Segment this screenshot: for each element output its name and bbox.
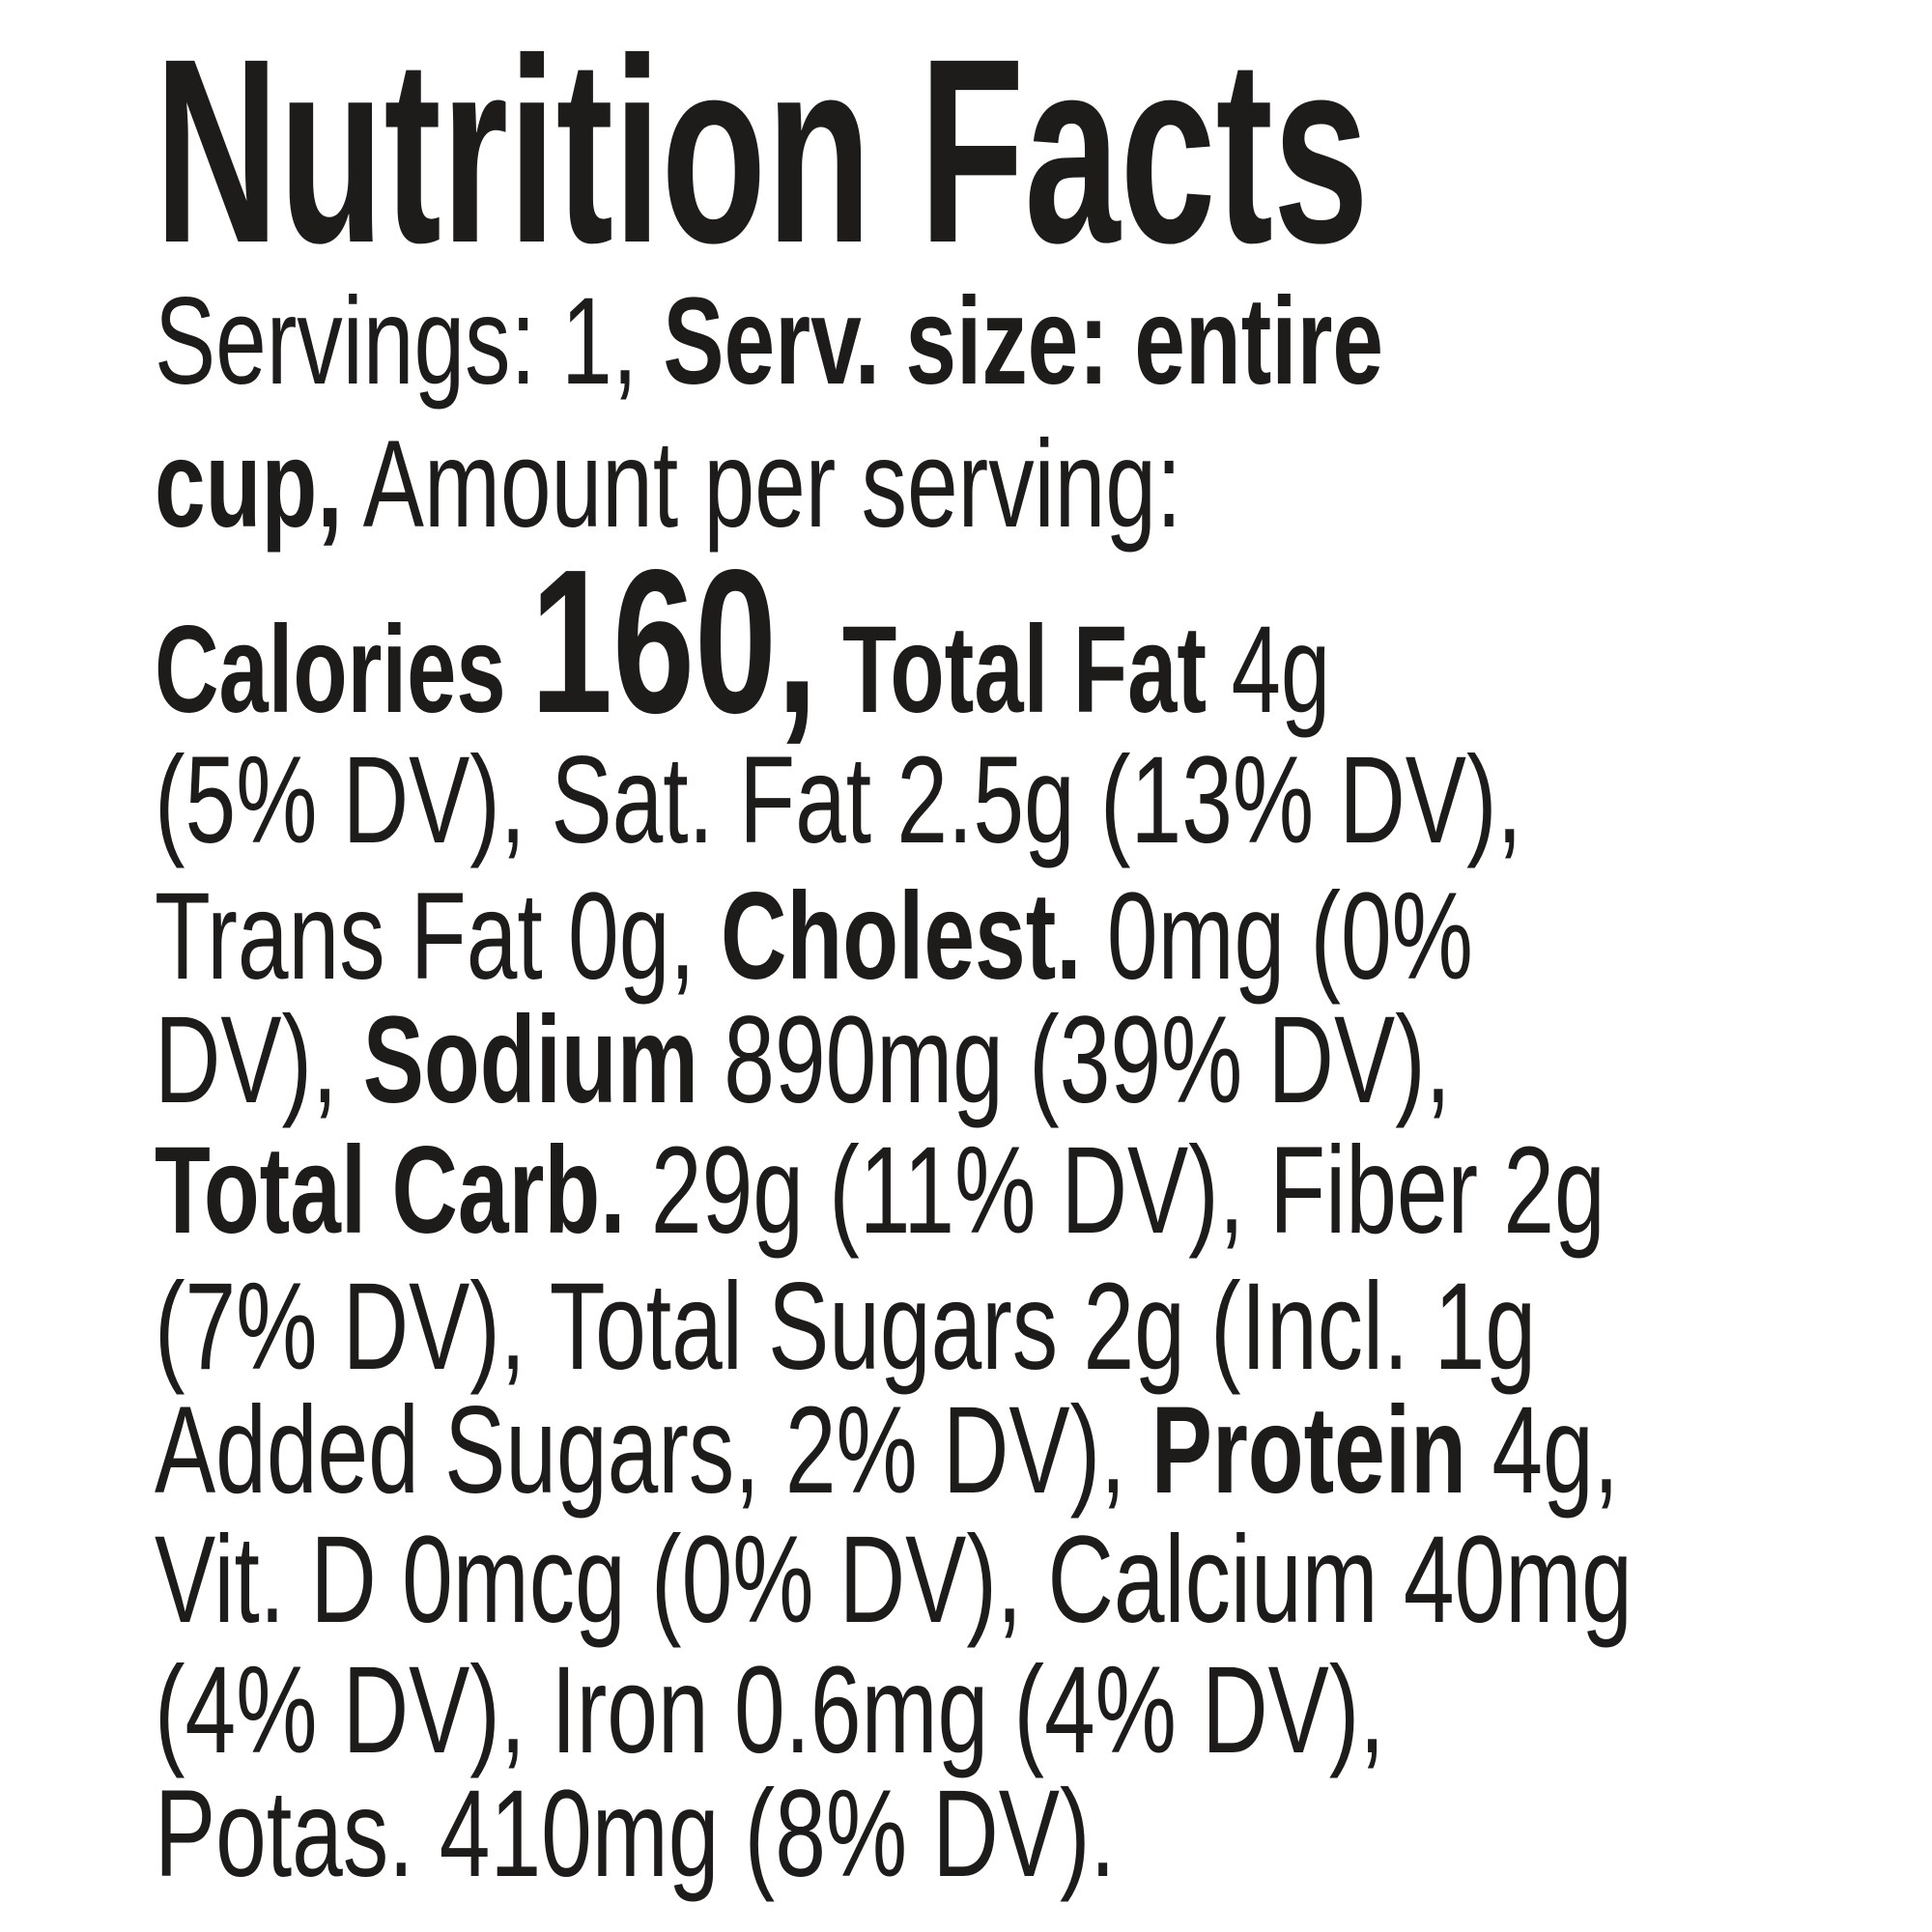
text-run: 4g [1207,600,1330,738]
line: Trans Fat 0g, Cholest. 0mg (0% [155,867,1473,1005]
line: Total Carb. 29g (11% DV), Fiber 2g [155,1121,1605,1259]
text-run: 29g (11% DV), Fiber 2g [626,1121,1605,1259]
text-run: Amount per serving: [343,414,1182,553]
text-run: (7% DV), Total Sugars 2g (Incl. 1g [155,1257,1536,1395]
line: Potas. 410mg (8% DV). [155,1764,1116,1902]
bold-run: Sodium [363,990,698,1128]
line: Vit. D 0mcg (0% DV), Calcium 40mg [155,1510,1633,1648]
title: Nutrition Facts [155,4,1369,298]
bold-run: Total Fat [817,600,1207,738]
line: Servings: 1, Serv. size: entire [155,271,1383,410]
text-run: Servings: 1, [155,271,663,410]
text-run: 0mg (0% [1082,867,1473,1005]
line: DV), Sodium 890mg (39% DV), [155,990,1451,1128]
bold-run: Serv. size: entire [663,271,1383,410]
bold-run: Cholest. [721,867,1082,1005]
line: (7% DV), Total Sugars 2g (Incl. 1g [155,1257,1536,1395]
text-run: Potas. 410mg (8% DV). [155,1764,1116,1902]
line: (5% DV), Sat. Fat 2.5g (13% DV), [155,730,1522,868]
text-run: Vit. D 0mcg (0% DV), Calcium 40mg [155,1510,1633,1648]
line: cup, Amount per serving: [155,414,1181,553]
text-run: (5% DV), Sat. Fat 2.5g (13% DV), [155,730,1522,868]
line: Added Sugars, 2% DV), Protein 4g, [155,1380,1619,1519]
text-run: 4g, [1466,1380,1619,1519]
line: (4% DV), Iron 0.6mg (4% DV), [155,1640,1385,1778]
bold-run: Protein [1151,1380,1466,1519]
text-run: Added Sugars, 2% DV), [155,1380,1151,1519]
line: Calories 160, Total Fat 4g [155,527,1330,755]
bold-run: cup, [155,414,343,553]
text-run: DV), [155,990,363,1128]
bold-run: Total Carb. [155,1121,626,1259]
text-run: 890mg (39% DV), [698,990,1451,1128]
calories-value: 160, [530,527,817,755]
text-run: (4% DV), Iron 0.6mg (4% DV), [155,1640,1385,1778]
bold-run: Calories [155,600,530,738]
text-run: Trans Fat 0g, [155,867,721,1005]
